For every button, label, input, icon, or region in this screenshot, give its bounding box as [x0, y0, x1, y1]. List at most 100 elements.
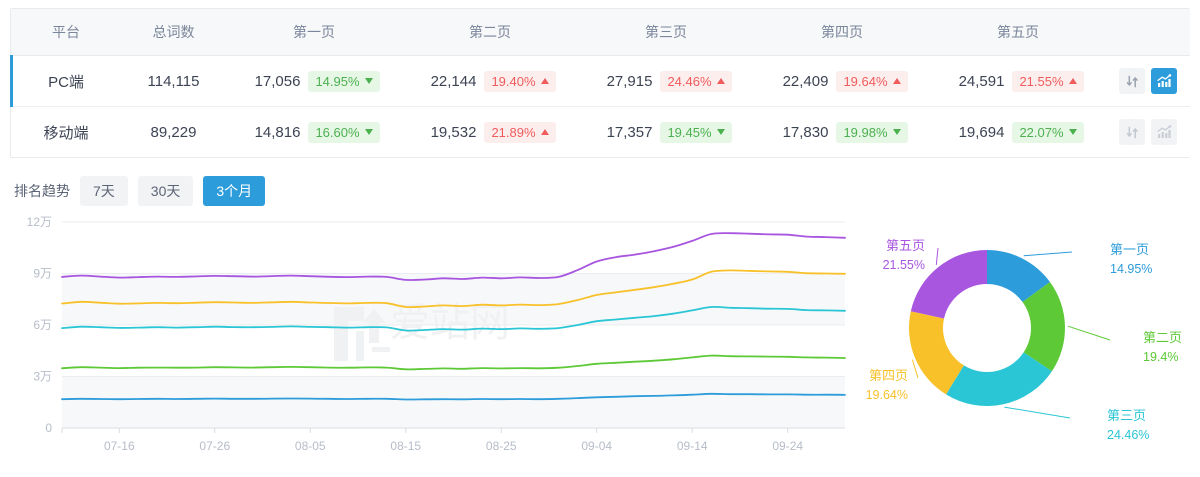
- cell-page4: 22,409 19.64%: [754, 55, 930, 107]
- trend-chart-icon[interactable]: [1151, 119, 1177, 145]
- x-axis-tick-label: 08-05: [295, 439, 326, 453]
- y-axis-tick-label: 6万: [33, 318, 52, 332]
- donut-slice-第一页[interactable]: [987, 250, 1050, 303]
- trend-range-tab-3m[interactable]: 3个月: [203, 176, 266, 206]
- page-distribution-donut-chart[interactable]: 第一页 14.95% 第二页 19.4% 第三页 24.46% 第四页 19.64% 第五页 21…: [860, 206, 1200, 456]
- cell-total-keywords: 89,229: [121, 106, 226, 157]
- page2-change-badge: 19.40%: [484, 70, 556, 92]
- donut-slice-第二页[interactable]: [1022, 281, 1065, 372]
- page4-change-badge: 19.64%: [836, 70, 908, 92]
- page1-change-badge: 14.95%: [308, 70, 380, 92]
- column-header-page4[interactable]: 第四页: [754, 9, 930, 56]
- cell-page2: 19,532 21.89%: [402, 106, 578, 157]
- cell-actions: [1106, 55, 1190, 107]
- page2-change-pct: 19.40%: [491, 73, 536, 89]
- cell-page3: 17,357 19.45%: [578, 106, 754, 157]
- platform-label: PC端: [48, 73, 84, 91]
- sort-arrows-icon[interactable]: [1119, 119, 1145, 145]
- sort-arrows-icon[interactable]: [1119, 68, 1145, 94]
- donut-label-percent: 19.64%: [866, 388, 908, 402]
- rank-trend-line-chart[interactable]: 爱站网 0 3万 6万 9万 12万 07-16 07-26 08-05 08-15 08-25…: [0, 206, 860, 471]
- x-axis-tick-label: 09-04: [581, 439, 612, 453]
- triangle-up-icon: [540, 78, 549, 84]
- donut-label-name: 第五页: [886, 238, 925, 253]
- cell-total-keywords: 114,115: [121, 55, 226, 107]
- triangle-down-icon: [892, 129, 901, 135]
- triangle-down-icon: [364, 78, 373, 84]
- cell-page4: 17,830 19.98%: [754, 106, 930, 157]
- column-header-platform[interactable]: 平台: [11, 9, 121, 56]
- page5-count: 24,591: [958, 72, 1005, 90]
- column-header-page3[interactable]: 第三页: [578, 9, 754, 56]
- chart-gridlines: [62, 221, 845, 429]
- trend-range-tab-30d[interactable]: 30天: [137, 176, 194, 206]
- donut-label-group-第三页: 第三页 24.46%: [1004, 406, 1149, 442]
- y-axis-tick-label: 12万: [27, 215, 52, 229]
- donut-label-percent: 21.55%: [883, 258, 925, 272]
- trend-toolbar: 排名趋势 7天 30天 3个月: [14, 176, 1200, 206]
- trend-range-tab-7d[interactable]: 7天: [80, 176, 128, 206]
- column-header-page5[interactable]: 第五页: [930, 9, 1106, 56]
- rank-overview-page: 平台 总词数 第一页 第二页 第三页 第四页 第五页 PC端: [0, 8, 1200, 477]
- x-axis-tick-label: 09-24: [772, 439, 803, 453]
- cell-actions: [1106, 106, 1190, 157]
- chart-x-axis: 07-16 07-26 08-05 08-15 08-25 09-04 09-14 09-24: [61, 428, 803, 453]
- line-series-第四页: [61, 269, 846, 309]
- page5-change-pct: 21.55%: [1019, 73, 1064, 89]
- x-axis-tick-label: 08-15: [390, 439, 421, 453]
- page4-change-pct: 19.64%: [843, 73, 888, 89]
- table-row[interactable]: PC端 114,115 17,056 14.95%: [10, 55, 1190, 107]
- cell-page5: 19,694 22.07%: [930, 106, 1106, 157]
- page3-count: 27,915: [606, 72, 653, 90]
- row-selected-indicator: [10, 55, 13, 107]
- donut-labels: 第一页 14.95% 第二页 19.4% 第三页 24.46% 第四页 19.64% 第五页 21…: [866, 238, 1182, 442]
- donut-slice-第四页[interactable]: [909, 311, 964, 395]
- page4-count: 22,409: [782, 72, 829, 90]
- line-series-第三页: [61, 305, 846, 332]
- column-header-page2[interactable]: 第二页: [402, 9, 578, 56]
- line-series-第一页: [61, 392, 846, 401]
- donut-label-group-第四页: 第四页 19.64%: [866, 359, 919, 402]
- watermark: [334, 307, 390, 361]
- donut-label-group-第一页: 第一页 14.95%: [1023, 242, 1152, 276]
- cell-platform: PC端: [10, 55, 121, 107]
- rank-table: 平台 总词数 第一页 第二页 第三页 第四页 第五页 PC端: [10, 9, 1190, 157]
- page5-change-badge: 21.55%: [1012, 70, 1084, 92]
- triangle-up-icon: [540, 129, 549, 135]
- triangle-up-icon: [892, 78, 901, 84]
- line-series-第二页: [61, 354, 846, 371]
- page2-change-pct: 21.89%: [491, 124, 536, 140]
- cell-page1: 14,816 16.60%: [226, 106, 402, 157]
- donut-label-name: 第一页: [1110, 242, 1149, 257]
- cell-page3: 27,915 24.46%: [578, 55, 754, 107]
- page4-change-badge: 19.98%: [836, 121, 908, 143]
- donut-label-group-第二页: 第二页 19.4%: [1067, 325, 1182, 364]
- table-header-row: 平台 总词数 第一页 第二页 第三页 第四页 第五页: [11, 9, 1190, 56]
- column-header-total[interactable]: 总词数: [121, 9, 226, 56]
- cell-page1: 17,056 14.95%: [226, 55, 402, 107]
- x-axis-tick-label: 07-26: [199, 439, 230, 453]
- donut-slices: [909, 250, 1065, 406]
- line-series-第五页: [61, 232, 846, 281]
- triangle-down-icon: [1068, 129, 1077, 135]
- table-head: 平台 总词数 第一页 第二页 第三页 第四页 第五页: [11, 9, 1190, 56]
- y-axis-tick-label: 3万: [33, 370, 52, 384]
- page3-change-badge: 24.46%: [660, 70, 732, 92]
- donut-label-name: 第四页: [869, 368, 908, 383]
- table-row[interactable]: 移动端 89,229 14,816 16.60%: [11, 106, 1190, 157]
- donut-slice-第三页[interactable]: [945, 352, 1052, 406]
- page5-count: 19,694: [958, 123, 1005, 141]
- chart-y-axis: 0 3万 6万 9万 12万: [27, 215, 53, 435]
- page3-change-badge: 19.45%: [660, 121, 732, 143]
- rank-table-container: 平台 总词数 第一页 第二页 第三页 第四页 第五页 PC端: [10, 8, 1190, 158]
- page3-change-pct: 19.45%: [667, 124, 712, 140]
- trend-chart-icon[interactable]: [1151, 68, 1177, 94]
- donut-slice-第五页[interactable]: [910, 250, 987, 319]
- page5-change-badge: 22.07%: [1012, 121, 1084, 143]
- page3-change-pct: 24.46%: [667, 73, 712, 89]
- page1-change-badge: 16.60%: [308, 121, 380, 143]
- cell-page5: 24,591 21.55%: [930, 55, 1106, 107]
- column-header-page1[interactable]: 第一页: [226, 9, 402, 56]
- cell-page2: 22,144 19.40%: [402, 55, 578, 107]
- donut-label-percent: 14.95%: [1110, 262, 1152, 276]
